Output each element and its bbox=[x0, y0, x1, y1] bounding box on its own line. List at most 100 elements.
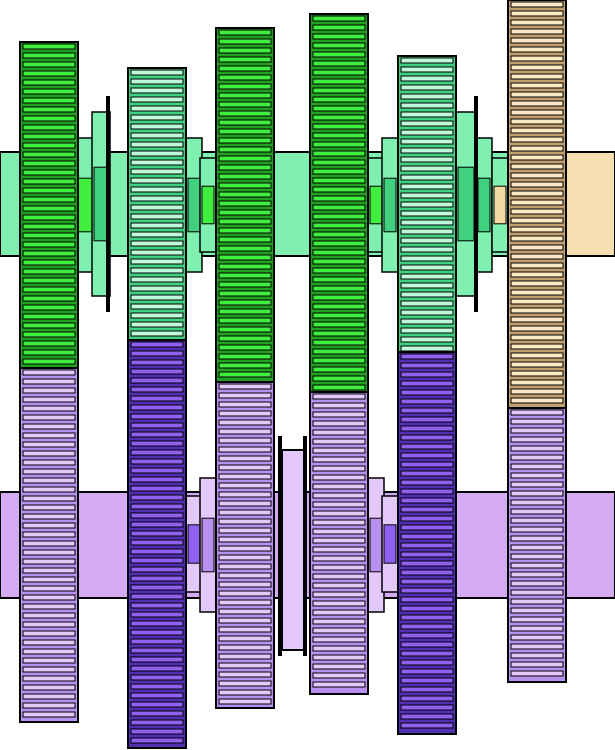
hub-spline bbox=[369, 517, 383, 573]
gear-tooth bbox=[400, 389, 454, 396]
gear-tooth bbox=[312, 366, 366, 373]
gear-tooth bbox=[510, 571, 564, 578]
gear-tooth bbox=[22, 205, 76, 212]
gear-tooth bbox=[312, 474, 366, 481]
gear-tooth bbox=[218, 455, 272, 462]
hub-spline bbox=[369, 185, 383, 225]
hub-spline bbox=[187, 524, 201, 564]
gear-tooth bbox=[312, 132, 366, 139]
gear-tooth bbox=[130, 87, 184, 94]
gear-tooth bbox=[510, 427, 564, 434]
gear-tooth bbox=[218, 527, 272, 534]
gear-tooth bbox=[510, 289, 564, 296]
gear-tooth bbox=[510, 145, 564, 152]
gear-tooth bbox=[400, 506, 454, 513]
gear-tooth bbox=[312, 519, 366, 526]
gear-tooth bbox=[400, 659, 454, 666]
gear-tooth bbox=[510, 661, 564, 668]
gear-tooth bbox=[218, 383, 272, 390]
gear-tooth bbox=[130, 602, 184, 609]
gear-tooth bbox=[218, 137, 272, 144]
gear-tooth bbox=[312, 51, 366, 58]
gear-tooth bbox=[312, 501, 366, 508]
gear-tooth bbox=[22, 295, 76, 302]
gear-tooth bbox=[312, 141, 366, 148]
gear-tooth bbox=[130, 737, 184, 744]
gear-tooth bbox=[22, 378, 76, 385]
gear-tooth bbox=[510, 517, 564, 524]
gear-tooth bbox=[130, 629, 184, 636]
gear-tooth bbox=[510, 409, 564, 416]
gear-tooth bbox=[22, 585, 76, 592]
gear-tooth bbox=[130, 530, 184, 537]
gear-tooth bbox=[218, 563, 272, 570]
gear-tooth bbox=[510, 580, 564, 587]
gear-tooth bbox=[510, 634, 564, 641]
gear-tooth bbox=[510, 526, 564, 533]
gear-tooth bbox=[218, 317, 272, 324]
gear-tooth bbox=[312, 654, 366, 661]
gear-tooth bbox=[130, 701, 184, 708]
gear-tooth bbox=[130, 330, 184, 337]
gear-tooth bbox=[312, 123, 366, 130]
gear-tooth bbox=[130, 377, 184, 384]
gear-tooth bbox=[22, 187, 76, 194]
gear-tooth bbox=[510, 163, 564, 170]
gear-tooth bbox=[130, 204, 184, 211]
gear-tooth bbox=[510, 598, 564, 605]
gear-tooth bbox=[400, 695, 454, 702]
hub-spline bbox=[201, 185, 215, 225]
gear-tooth bbox=[312, 645, 366, 652]
gear-tooth bbox=[510, 199, 564, 206]
gear-tooth bbox=[22, 621, 76, 628]
gear-tooth bbox=[22, 79, 76, 86]
gear-tooth bbox=[510, 181, 564, 188]
gear-tooth bbox=[312, 375, 366, 382]
gear-tooth bbox=[400, 614, 454, 621]
gear-tooth bbox=[22, 684, 76, 691]
gear-tooth bbox=[218, 392, 272, 399]
gear-tooth bbox=[130, 719, 184, 726]
gear-tooth bbox=[400, 704, 454, 711]
gear-tooth bbox=[510, 445, 564, 452]
gear-tooth bbox=[510, 553, 564, 560]
gear-tooth bbox=[22, 423, 76, 430]
gear-tooth bbox=[22, 124, 76, 131]
gear-tooth bbox=[22, 414, 76, 421]
gear-tooth bbox=[218, 572, 272, 579]
gear-tooth bbox=[22, 504, 76, 511]
gear-tooth bbox=[400, 677, 454, 684]
gear-tooth bbox=[22, 97, 76, 104]
gear-tooth bbox=[130, 177, 184, 184]
hub-spline bbox=[383, 524, 397, 564]
gear-tooth bbox=[218, 353, 272, 360]
gear-tooth bbox=[400, 497, 454, 504]
gear-tooth bbox=[218, 218, 272, 225]
gear-tooth bbox=[218, 164, 272, 171]
gear-tooth bbox=[130, 494, 184, 501]
gear-tooth bbox=[218, 65, 272, 72]
gear-tooth bbox=[312, 42, 366, 49]
gear-tooth bbox=[218, 290, 272, 297]
gear-tooth bbox=[218, 254, 272, 261]
gear-tooth bbox=[130, 575, 184, 582]
gear-tooth bbox=[312, 15, 366, 22]
gear-parts bbox=[19, 0, 567, 749]
gear-tooth bbox=[22, 441, 76, 448]
gear-tooth bbox=[510, 535, 564, 542]
gear-tooth bbox=[130, 222, 184, 229]
gear-tooth bbox=[22, 304, 76, 311]
gear-tooth bbox=[400, 156, 454, 163]
gear-tooth bbox=[22, 648, 76, 655]
gear-tooth bbox=[218, 419, 272, 426]
gear-tooth bbox=[312, 105, 366, 112]
gear-tooth bbox=[218, 155, 272, 162]
gear-tooth bbox=[22, 666, 76, 673]
gear-tooth bbox=[22, 522, 76, 529]
gear-tooth bbox=[218, 191, 272, 198]
gear-tooth bbox=[130, 159, 184, 166]
gear-tooth bbox=[130, 240, 184, 247]
gear-tooth bbox=[510, 334, 564, 341]
gear-tooth bbox=[130, 422, 184, 429]
gear-tooth bbox=[130, 413, 184, 420]
